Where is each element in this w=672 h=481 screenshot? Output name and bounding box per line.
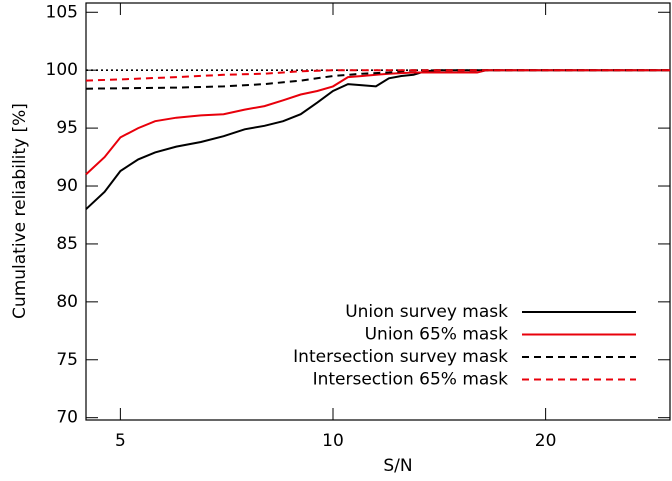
y-tick-label: 75 — [56, 350, 78, 370]
y-tick-label: 90 — [56, 176, 78, 196]
legend-label: Union survey mask — [345, 302, 508, 322]
x-tick-label: 5 — [115, 431, 126, 451]
y-tick-label: 85 — [56, 234, 78, 254]
y-tick-label: 100 — [46, 60, 78, 80]
legend-label: Intersection 65% mask — [313, 370, 509, 390]
y-tick-label: 105 — [46, 2, 78, 22]
legend-label: Intersection survey mask — [293, 347, 508, 367]
legend-label: Union 65% mask — [365, 325, 509, 345]
series-line — [85, 69, 670, 210]
y-tick-label: 70 — [56, 408, 78, 428]
series-line — [85, 69, 670, 82]
x-tick-label: 10 — [322, 431, 344, 451]
series-line — [85, 69, 670, 90]
x-axis-label: S/N — [383, 456, 412, 476]
y-tick-label: 80 — [56, 292, 78, 312]
series-line — [85, 69, 670, 176]
x-tick-label: 20 — [535, 431, 557, 451]
y-tick-label: 95 — [56, 118, 78, 138]
y-axis-label: Cumulative reliability [%] — [10, 103, 30, 319]
plot-frame — [85, 2, 671, 421]
